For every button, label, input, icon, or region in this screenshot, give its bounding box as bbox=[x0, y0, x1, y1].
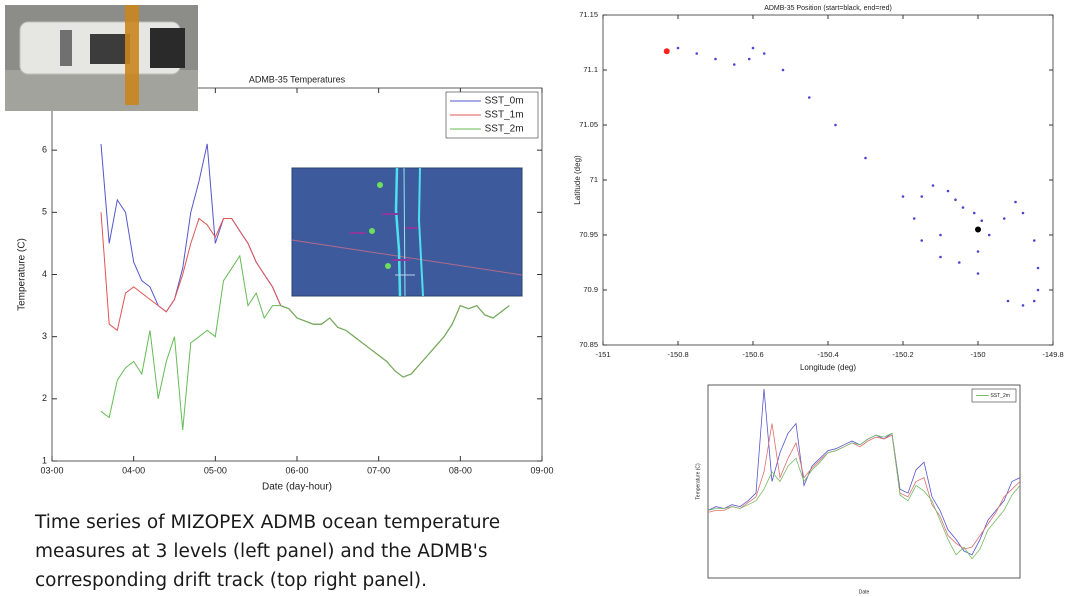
track-point bbox=[972, 211, 976, 215]
track-point bbox=[864, 156, 867, 160]
y-axis-label: Temperature (C) bbox=[17, 238, 28, 311]
y-tick-label: 6 bbox=[42, 145, 47, 155]
track-point bbox=[901, 195, 905, 198]
track-point bbox=[976, 250, 980, 253]
track-point bbox=[939, 255, 942, 259]
track-point bbox=[1032, 239, 1036, 242]
x-tick-label: -150.8 bbox=[667, 350, 688, 359]
y-tick-label: 70.85 bbox=[579, 340, 598, 349]
x-axis-label: Longitude (deg) bbox=[800, 363, 856, 372]
x-tick-label: -150.6 bbox=[742, 350, 763, 359]
y-tick-label: 3 bbox=[42, 331, 47, 341]
track-point bbox=[732, 63, 736, 66]
legend-label: SST_0m bbox=[485, 96, 524, 107]
track-point bbox=[762, 52, 766, 55]
chart-title: ADMB-35 Temperatures bbox=[249, 74, 346, 84]
y-axis-label: Latitude (deg) bbox=[573, 155, 582, 205]
series-line bbox=[100, 254, 510, 430]
y-tick-label: 70.95 bbox=[579, 230, 598, 239]
track-point bbox=[980, 219, 984, 222]
plot-area bbox=[707, 384, 1021, 579]
x-tick-label: -149.8 bbox=[1042, 350, 1063, 359]
x-tick-label: 04-00 bbox=[122, 465, 145, 475]
track-point bbox=[987, 233, 991, 237]
x-tick-label: -150.4 bbox=[817, 350, 838, 359]
track-point bbox=[976, 272, 980, 275]
series-line bbox=[707, 432, 1021, 560]
x-axis-label: Date bbox=[859, 589, 870, 595]
inset-map bbox=[291, 167, 523, 297]
track-point bbox=[975, 226, 981, 233]
track-point bbox=[781, 68, 785, 72]
x-tick-label: 03-00 bbox=[40, 465, 63, 475]
photo bbox=[5, 5, 198, 111]
track-point bbox=[747, 57, 751, 61]
track-point bbox=[1032, 299, 1036, 303]
plot-area bbox=[602, 14, 1054, 346]
track-point bbox=[1021, 304, 1025, 307]
track-point bbox=[834, 123, 837, 127]
track-point bbox=[751, 46, 755, 50]
y-tick-label: 71.05 bbox=[579, 120, 598, 129]
track-point bbox=[807, 96, 811, 99]
legend-label: SST_2m bbox=[990, 393, 1009, 399]
y-tick-label: 4 bbox=[42, 269, 47, 279]
overlays: Time series of MIZOPEX ADMB ocean temper… bbox=[5, 5, 523, 591]
track-point bbox=[676, 46, 680, 50]
y-tick-label: 2 bbox=[42, 393, 47, 403]
caption-line: measures at 3 levels (left panel) and th… bbox=[35, 541, 488, 562]
legend-label: SST_1m bbox=[485, 110, 524, 121]
track-point bbox=[695, 52, 699, 55]
y-tick-label: 71.15 bbox=[579, 10, 598, 19]
series-line bbox=[707, 423, 1021, 550]
y-tick-label: 5 bbox=[42, 207, 47, 217]
track-point bbox=[946, 189, 950, 193]
track-point bbox=[1036, 288, 1040, 292]
x-tick-label: 08-00 bbox=[449, 465, 472, 475]
x-tick-label: 07-00 bbox=[367, 465, 390, 475]
y-tick-label: 1 bbox=[42, 455, 47, 465]
track-point bbox=[961, 206, 965, 209]
caption-line: Time series of MIZOPEX ADMB ocean temper… bbox=[34, 512, 500, 533]
track-point bbox=[939, 233, 942, 237]
caption-line: corresponding drift track (top right pan… bbox=[35, 570, 427, 591]
track-point bbox=[1006, 299, 1010, 303]
x-tick-label: -150 bbox=[970, 350, 985, 359]
track-point bbox=[920, 195, 924, 198]
y-tick-label: 70.9 bbox=[583, 285, 598, 294]
track-point bbox=[912, 217, 916, 220]
x-tick-label: -151 bbox=[595, 350, 610, 359]
legend-box bbox=[971, 388, 1017, 403]
y-tick-label: 71.1 bbox=[583, 65, 598, 74]
track-point bbox=[1002, 217, 1006, 220]
track-point bbox=[663, 48, 670, 55]
chart-title: ADMB-35 Position (start=black, end=red) bbox=[764, 5, 892, 12]
x-axis-label: Date (day-hour) bbox=[262, 482, 332, 493]
x-tick-label: 05-00 bbox=[204, 465, 227, 475]
track-point bbox=[1036, 266, 1040, 270]
x-tick-label: 06-00 bbox=[285, 465, 308, 475]
track-point bbox=[920, 239, 924, 242]
track-point bbox=[957, 261, 961, 264]
track-point bbox=[931, 184, 935, 187]
y-axis-label: Temperature (C) bbox=[695, 463, 701, 500]
track-point bbox=[714, 57, 717, 61]
x-tick-label: 09-00 bbox=[530, 465, 553, 475]
y-tick-label: 71 bbox=[590, 175, 598, 184]
track-point bbox=[954, 198, 957, 202]
legend-label: SST_2m bbox=[485, 124, 524, 135]
track-point bbox=[1021, 211, 1025, 215]
x-tick-label: -150.2 bbox=[892, 350, 913, 359]
track-point bbox=[1014, 200, 1017, 204]
